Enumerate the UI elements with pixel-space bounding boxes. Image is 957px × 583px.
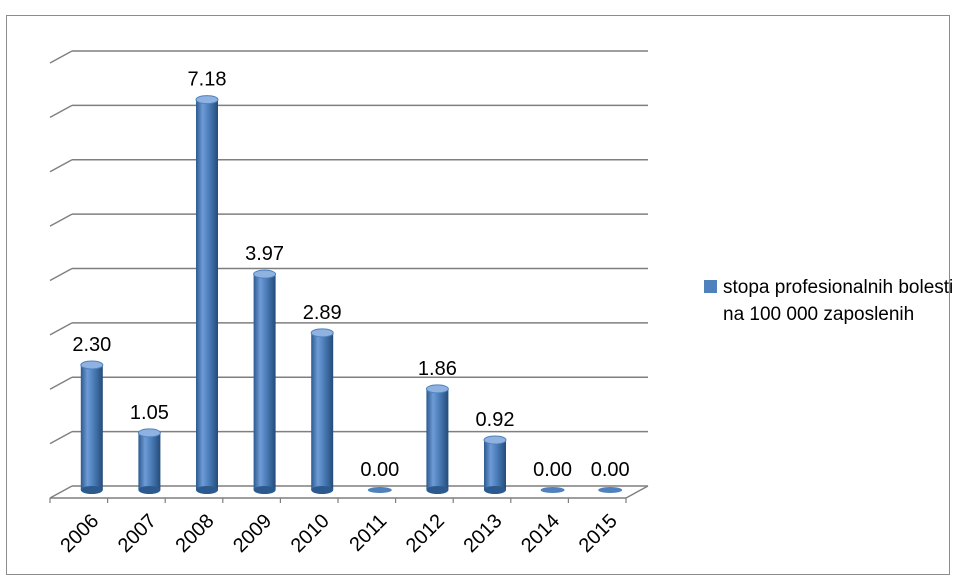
chart-plot: 2.30 1.05 7.18 3.97 2.89 0.00 1.86 0.92 0.00 0.00… — [49, 50, 649, 557]
bar — [540, 487, 565, 493]
data-label: 2.30 — [72, 334, 111, 356]
gridline-depth — [49, 485, 73, 499]
bar — [253, 269, 277, 494]
x-tick-label: 2010 — [287, 510, 334, 557]
data-label: 1.05 — [130, 402, 169, 424]
data-label: 3.97 — [245, 243, 284, 265]
x-tick-label: 2009 — [229, 510, 276, 557]
bar — [425, 384, 449, 494]
bar — [80, 360, 104, 494]
bar — [137, 428, 161, 494]
legend-label: stopa profesionalnih bolesti na 100 000 … — [723, 277, 954, 325]
gridline-depth — [49, 267, 73, 282]
x-tick-label: 2014 — [517, 510, 564, 557]
bars — [80, 95, 623, 494]
data-label: 7.18 — [188, 69, 227, 91]
bar — [310, 328, 334, 494]
legend-swatch — [704, 280, 717, 293]
gridline-depth — [49, 50, 73, 64]
bar — [367, 487, 392, 493]
gridline-depth — [49, 431, 73, 445]
gridline-depth — [49, 213, 73, 227]
x-tick-label: 2008 — [172, 510, 219, 557]
data-label: 0.00 — [360, 459, 399, 481]
data-labels: 2.30 1.05 7.18 3.97 2.89 0.00 1.86 0.92 0.00 0.00 — [72, 69, 629, 481]
data-label: 1.86 — [418, 358, 457, 380]
gridlines — [49, 50, 649, 503]
x-tick-label: 2011 — [345, 510, 391, 556]
bar — [598, 487, 623, 493]
floor-right-edge — [625, 485, 649, 499]
data-label: 0.92 — [476, 409, 515, 431]
data-label: 0.00 — [591, 459, 630, 481]
gridline-depth — [49, 104, 73, 118]
chart-frame: 2.30 1.05 7.18 3.97 2.89 0.00 1.86 0.92 0.00 0.00… — [6, 15, 953, 575]
gridline-depth — [49, 322, 73, 336]
x-tick-label: 2015 — [575, 510, 622, 557]
data-label: 2.89 — [303, 302, 342, 324]
gridline-depth — [49, 159, 73, 173]
legend: stopa profesionalnih bolesti na 100 000 … — [704, 274, 954, 328]
data-label: 0.00 — [533, 459, 572, 481]
gridline-depth — [49, 376, 73, 390]
x-axis-tick-labels: 2006 2007 2008 2009 2010 2011 2012 2013 2014 2015 — [56, 510, 621, 557]
x-tick-label: 2012 — [402, 510, 449, 557]
x-tick-label: 2007 — [114, 510, 161, 557]
x-tick-label: 2013 — [460, 510, 507, 557]
bar — [195, 95, 219, 494]
x-tick-label: 2006 — [56, 510, 103, 557]
bar — [483, 435, 507, 494]
